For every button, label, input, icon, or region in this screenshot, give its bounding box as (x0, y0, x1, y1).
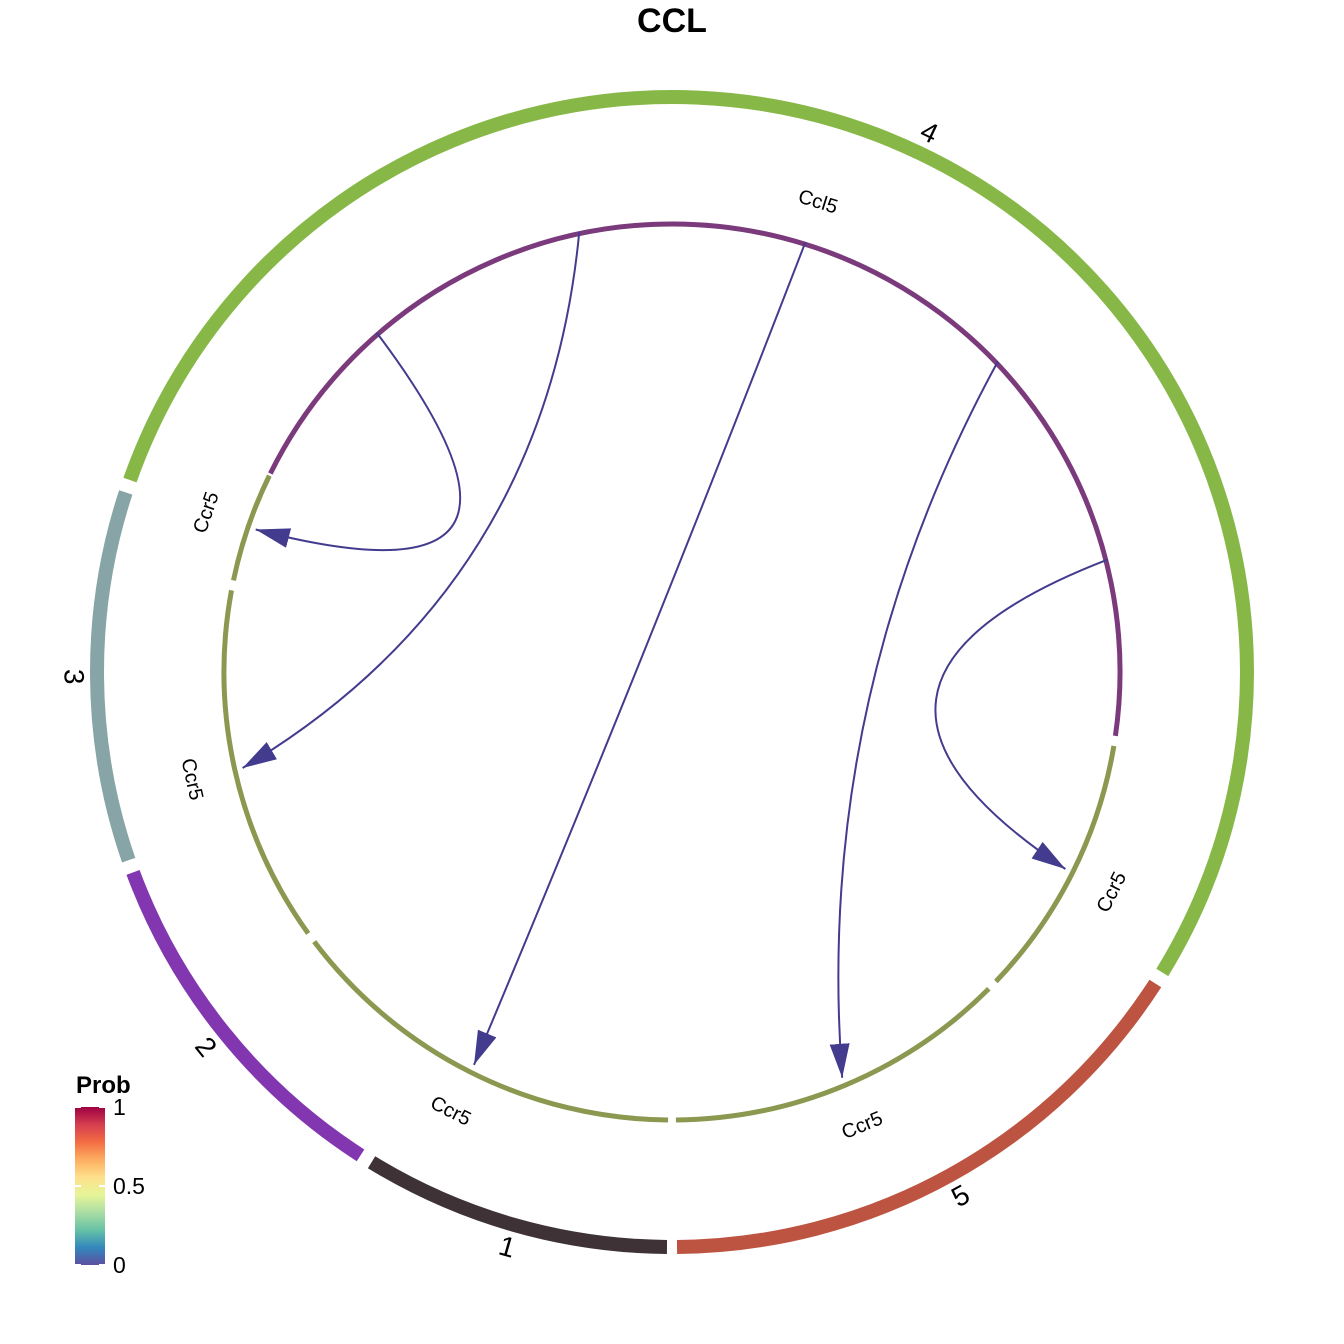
sector-label-s-ccr5-c: Ccr5 (427, 1092, 475, 1131)
group-label-1: 1 (495, 1230, 519, 1264)
sector-arc-s-ccr5-c (312, 940, 669, 1123)
link-s-ccl5-to-s-ccr5-c (473, 241, 807, 1066)
group-arc-1 (367, 1156, 668, 1254)
group-arc-3 (90, 490, 136, 863)
legend-title: Prob (76, 1072, 131, 1099)
group-label-4: 4 (916, 115, 943, 150)
sector-arc-s-ccr5-b (675, 987, 991, 1123)
sector-ring (221, 221, 1123, 1123)
group-label-2: 2 (189, 1031, 223, 1063)
legend-tick-label: 1 (113, 1094, 126, 1120)
prob-legend: Prob 10.50 (75, 1072, 145, 1278)
sector-arc-s-ccr5-e (231, 474, 272, 581)
group-arc-2 (126, 869, 365, 1162)
sector-label-s-ccr5-a: Ccr5 (1093, 868, 1132, 916)
link-s-ccl5-to-s-ccr5-b (829, 361, 999, 1078)
sector-arc-s-ccr5-d (221, 589, 311, 935)
link-s-ccl5-to-s-ccr5-e (255, 331, 462, 552)
sector-label-s-ccr5-d: Ccr5 (176, 756, 207, 802)
chart-title: CCL (637, 2, 707, 40)
legend-ticks: 10.50 (75, 1094, 145, 1278)
sector-label-s-ccl5: Ccl5 (796, 186, 841, 219)
group-arc-5 (676, 979, 1162, 1254)
group-arc-4 (123, 90, 1254, 977)
legend-tick-label: 0 (113, 1252, 126, 1278)
links-layer (242, 231, 1109, 1078)
sector-label-s-ccr5-b: Ccr5 (839, 1107, 886, 1144)
legend-tick-label: 0.5 (113, 1173, 145, 1199)
sector-arc-s-ccr5-a (994, 745, 1117, 984)
group-label-3: 3 (58, 669, 89, 685)
group-ring (90, 90, 1254, 1254)
link-s-ccl5-to-s-ccr5-a (934, 558, 1109, 870)
group-label-5: 5 (946, 1178, 975, 1213)
sector-arc-s-ccl5 (268, 221, 1123, 737)
link-s-ccl5-to-s-ccr5-d (242, 231, 581, 769)
sector-labels: Ccl5 Ccr5 Ccr5 Ccr5 Ccr5 Ccr5 (176, 186, 1131, 1144)
sector-label-s-ccr5-e: Ccr5 (189, 489, 223, 536)
